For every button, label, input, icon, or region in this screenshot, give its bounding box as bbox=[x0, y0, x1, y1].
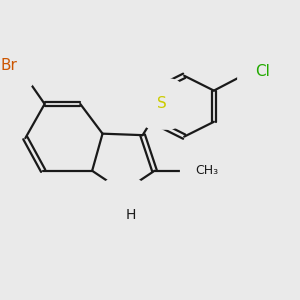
Text: S: S bbox=[157, 97, 167, 112]
Text: CH₃: CH₃ bbox=[195, 164, 218, 177]
Text: Cl: Cl bbox=[255, 64, 270, 79]
Text: N: N bbox=[118, 196, 129, 211]
Text: Br: Br bbox=[1, 58, 17, 73]
Text: H: H bbox=[126, 208, 136, 222]
